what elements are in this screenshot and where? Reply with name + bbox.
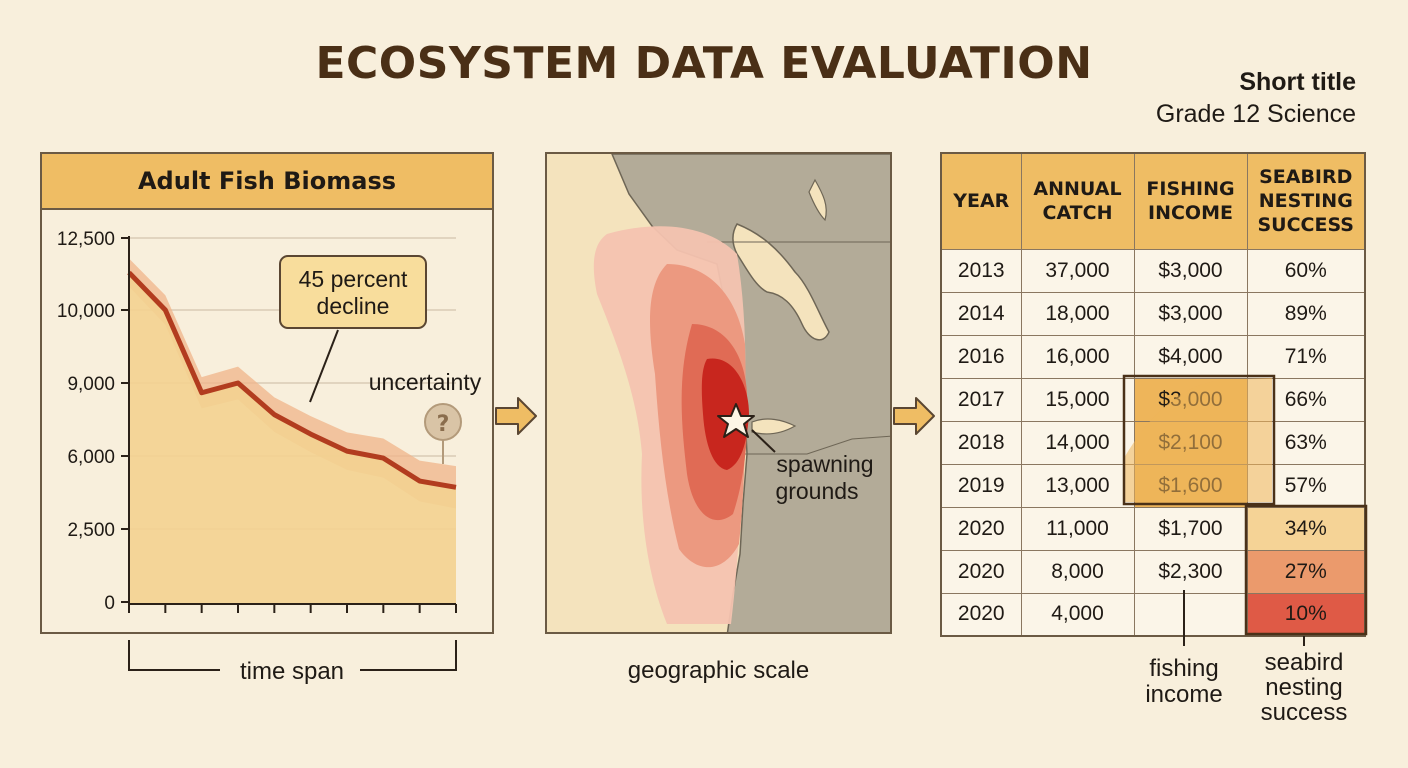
seabird-highlight-box	[1244, 504, 1368, 636]
decline-callout-line-2: decline	[317, 293, 390, 319]
short-title: Short title	[1239, 68, 1356, 96]
cell-year: 2016	[940, 334, 1022, 379]
cell-annual-catch: 16,000	[1020, 334, 1135, 379]
time-span-label: time span	[240, 658, 344, 685]
cell-annual-catch: 15,000	[1020, 377, 1135, 422]
map-panel: spawning grounds	[545, 152, 892, 634]
seabird-callout: seabird nesting success	[1260, 649, 1348, 726]
chart-title: Adult Fish Biomass	[42, 154, 492, 210]
header-year: YEAR	[940, 152, 1022, 250]
cell-annual-catch: 11,000	[1020, 506, 1135, 551]
heat-map: spawning grounds	[547, 154, 890, 632]
table-row: 2020 4,000 10%	[940, 592, 1366, 637]
y-tick-label: 12,500	[57, 229, 115, 250]
cell-seabird-success: 89%	[1246, 291, 1366, 336]
table-row: 2014 18,000 $3,000 89%	[940, 291, 1366, 336]
inland-water	[732, 223, 830, 341]
cell-year: 2017	[940, 377, 1022, 422]
cell-year: 2019	[940, 463, 1022, 508]
y-tick-label: 6,000	[67, 447, 115, 468]
cell-year: 2018	[940, 420, 1022, 465]
cell-annual-catch: 18,000	[1020, 291, 1135, 336]
map-caption: geographic scale	[627, 657, 810, 684]
biomass-line	[127, 270, 457, 490]
table-row: 2020 8,000 $2,300 27%	[940, 549, 1366, 594]
cell-year: 2014	[940, 291, 1022, 336]
header-fishing-income: FISHING INCOME	[1133, 152, 1248, 250]
question-mark: ?	[437, 412, 450, 437]
grade-label: Grade 12 Science	[1155, 100, 1356, 128]
cell-fishing-income: $4,000	[1133, 334, 1248, 379]
y-tick-label: 2,500	[67, 520, 115, 541]
cell-annual-catch: 4,000	[1020, 592, 1135, 637]
cell-seabird-success: 71%	[1246, 334, 1366, 379]
cell-annual-catch: 14,000	[1020, 420, 1135, 465]
decline-callout-box	[279, 255, 427, 329]
y-tick-label: 10,000	[57, 301, 115, 322]
table-header-row: YEAR ANNUAL CATCH FISHING INCOME SEABIRD…	[940, 152, 1366, 250]
cell-year: 2020	[940, 549, 1022, 594]
cell-annual-catch: 37,000	[1020, 248, 1135, 293]
y-tick-label: 9,000	[67, 374, 115, 395]
fishing-income-highlight-box	[1122, 374, 1276, 506]
cell-seabird-success: 10%	[1246, 592, 1366, 637]
header-annual-catch: ANNUAL CATCH	[1020, 152, 1135, 250]
star-icon	[717, 403, 755, 438]
table-highlight-overlay	[1122, 374, 1368, 636]
cell-year: 2013	[940, 248, 1022, 293]
cell-fishing-income: $1,700	[1133, 506, 1248, 551]
data-table: YEAR ANNUAL CATCH FISHING INCOME SEABIRD…	[940, 152, 1366, 637]
cell-annual-catch: 8,000	[1020, 549, 1135, 594]
y-tick-label: 0	[104, 593, 115, 614]
cell-fishing-income: $2,300	[1133, 549, 1248, 594]
cell-seabird-success: 60%	[1246, 248, 1366, 293]
spawning-pointer	[751, 429, 776, 453]
table-row: 2020 11,000 $1,700 34%	[940, 506, 1366, 551]
header-seabird-nesting-success: SEABIRD NESTING SUCCESS	[1246, 152, 1366, 250]
cell-fishing-income: $3,000	[1133, 248, 1248, 293]
decline-callout-line-1: 45 percent	[299, 266, 408, 292]
table-row: 2016 16,000 $4,000 71%	[940, 334, 1366, 379]
fishing-income-callout: fishing income	[1145, 655, 1223, 708]
uncertainty-band	[129, 258, 456, 509]
cell-fishing-income: $3,000	[1133, 291, 1248, 336]
cell-seabird-success: 27%	[1246, 549, 1366, 594]
heat-zone-core	[701, 358, 749, 470]
time-span-bracket: time span	[128, 640, 457, 685]
cell-annual-catch: 13,000	[1020, 463, 1135, 508]
spawning-label-line-1: spawning	[776, 451, 873, 477]
table-row: 2013 37,000 $3,000 60%	[940, 248, 1366, 293]
cell-year: 2020	[940, 506, 1022, 551]
uncertainty-label: uncertainty	[369, 369, 482, 395]
cell-fishing-income	[1133, 592, 1248, 637]
callout-pointers	[1183, 590, 1305, 646]
arrow-right-icon	[893, 397, 935, 435]
page-title: ECOSYSTEM DATA EVALUATION	[315, 38, 1093, 89]
decline-callout-pointer	[309, 329, 339, 403]
biomass-area	[129, 272, 456, 604]
arrow-right-icon	[495, 397, 537, 435]
cell-year: 2020	[940, 592, 1022, 637]
spawning-label-line-2: grounds	[775, 478, 858, 504]
